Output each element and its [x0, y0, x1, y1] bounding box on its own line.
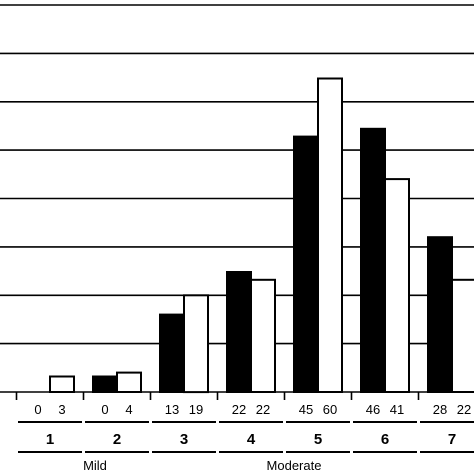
bar-open-3 [183, 294, 209, 394]
group-labels: Mild Moderate [83, 458, 321, 473]
grade-label-3: 3 [180, 431, 188, 448]
bar-open-7 [451, 278, 474, 393]
count-label: 22 [232, 402, 246, 417]
count-labels: 0 3 0 4 13 19 22 22 45 60 46 41 28 22 [34, 402, 471, 417]
bar-filled-4 [226, 271, 252, 393]
bar-open-4 [250, 278, 276, 393]
count-label: 41 [390, 402, 404, 417]
count-label: 28 [433, 402, 447, 417]
count-label: 60 [323, 402, 337, 417]
bar-filled-7 [427, 236, 453, 393]
count-label: 0 [34, 402, 41, 417]
grade-label-2: 2 [113, 431, 121, 448]
bar-open-2 [116, 371, 142, 394]
bar-open-6 [384, 178, 410, 393]
group-label-moderate: Moderate [267, 458, 322, 473]
bars [49, 77, 474, 394]
grid-lines [0, 4, 474, 400]
count-label: 45 [299, 402, 313, 417]
count-label: 19 [189, 402, 203, 417]
count-label: 0 [101, 402, 108, 417]
bar-open-1 [49, 375, 75, 393]
grade-label-5: 5 [314, 431, 322, 448]
grade-label-1: 1 [46, 431, 54, 448]
count-label: 46 [366, 402, 380, 417]
count-label: 22 [256, 402, 270, 417]
count-label: 4 [125, 402, 132, 417]
bar-filled-3 [159, 313, 185, 394]
bar-open-5 [317, 77, 343, 393]
bar-filled-6 [360, 127, 386, 394]
count-label: 3 [58, 402, 65, 417]
grade-label-7: 7 [448, 431, 456, 448]
count-label: 22 [457, 402, 471, 417]
grade-labels: 12345678 [18, 421, 474, 453]
bar-filled-2 [92, 375, 118, 393]
count-label: 13 [165, 402, 179, 417]
grade-label-6: 6 [381, 431, 389, 448]
group-label-mild: Mild [83, 458, 107, 473]
grade-label-4: 4 [247, 431, 256, 448]
bar-filled-5 [293, 135, 319, 393]
